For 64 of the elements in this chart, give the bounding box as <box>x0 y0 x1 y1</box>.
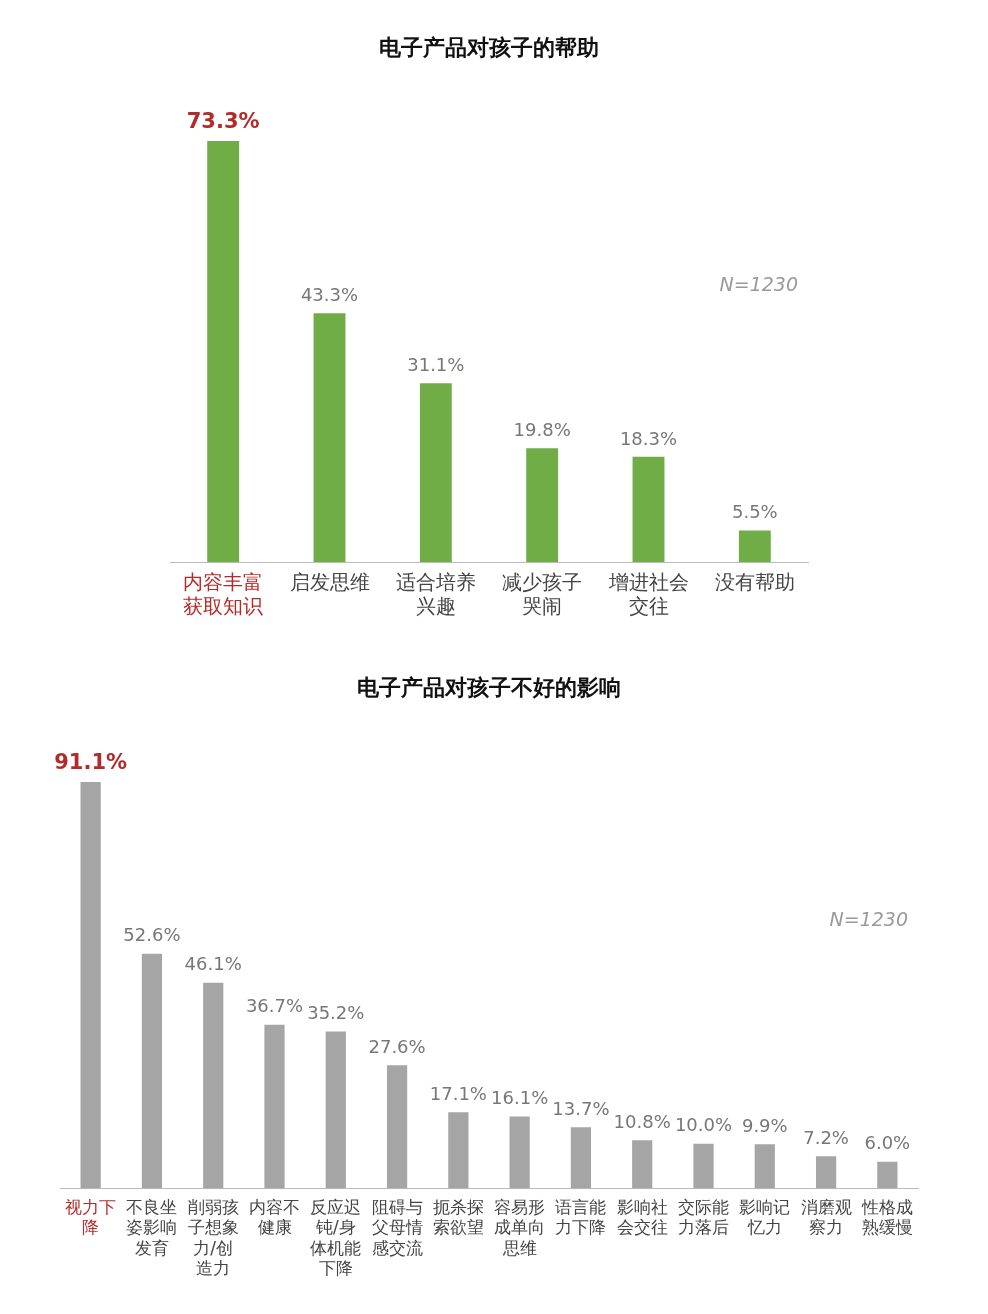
x-tick-label: 适合培养兴趣 <box>395 570 476 619</box>
bar <box>313 313 346 562</box>
bar <box>526 448 559 562</box>
x-tick-label: 扼杀探索欲望 <box>432 1197 484 1238</box>
data-label: 31.1% <box>407 354 465 375</box>
x-tick-label: 影响社会交往 <box>616 1197 668 1238</box>
annotation: N=1230 <box>719 273 798 296</box>
data-label: 6.0% <box>864 1132 911 1154</box>
annotation: N=1230 <box>829 907 908 930</box>
bar <box>448 1112 469 1189</box>
bar <box>141 953 163 1189</box>
bar <box>264 1024 285 1189</box>
bar <box>80 782 101 1189</box>
data-label: 91.1% <box>54 750 128 775</box>
x-tick-label: 交际能力落后 <box>678 1197 729 1238</box>
data-label: 10.8% <box>613 1110 671 1132</box>
x-tick-label: 性格成熟缓慢 <box>860 1197 913 1238</box>
data-label: 10.0% <box>674 1114 733 1136</box>
data-label: 46.1% <box>184 953 242 975</box>
x-tick-label: 消磨观察力 <box>800 1197 852 1238</box>
x-tick-label: 启发思维 <box>289 570 370 595</box>
bar <box>738 530 771 562</box>
data-label: 13.7% <box>552 1097 610 1119</box>
data-label: 36.7% <box>245 995 304 1017</box>
bar <box>203 982 224 1189</box>
x-tick-label: 语言能力下降 <box>555 1197 607 1238</box>
data-label: 17.1% <box>429 1082 487 1104</box>
bar <box>419 383 452 562</box>
data-label: 52.6% <box>123 924 181 946</box>
x-tick-label: 增进社会交往 <box>607 570 689 619</box>
bar <box>754 1144 775 1189</box>
data-label: 35.2% <box>307 1002 365 1024</box>
x-tick-label: 内容不健康 <box>249 1197 300 1238</box>
bar <box>570 1127 592 1189</box>
chart-title: 电子产品对孩子不好的影响 <box>357 674 621 700</box>
x-tick-label: 没有帮助 <box>714 570 795 595</box>
x-tick-label: 阻碍与父母情感交流 <box>371 1197 423 1258</box>
bar <box>632 456 665 562</box>
x-tick-label: 影响记忆力 <box>739 1197 791 1238</box>
data-label: 5.5% <box>731 501 778 523</box>
bar <box>632 1140 653 1189</box>
x-tick-label: 削弱孩子想象力/创造力 <box>187 1197 239 1279</box>
data-label: 43.3% <box>300 283 359 305</box>
bar <box>877 1161 898 1189</box>
chart-title: 电子产品对孩子的帮助 <box>379 34 599 60</box>
x-tick-label: 不良坐姿影响发育 <box>126 1197 178 1258</box>
data-label: 27.6% <box>368 1035 426 1057</box>
bar <box>207 140 240 562</box>
x-tick-label: 减少孩子哭闹 <box>502 570 583 619</box>
bar <box>815 1156 837 1189</box>
x-tick-label: 视力下降 <box>65 1197 117 1238</box>
bar <box>325 1031 346 1189</box>
x-tick-label: 反应迟钝/身体机能下降 <box>310 1197 362 1279</box>
data-label: 16.1% <box>491 1087 549 1109</box>
data-label: 9.9% <box>741 1114 788 1136</box>
data-label: 7.2% <box>803 1126 849 1148</box>
bar <box>386 1065 408 1189</box>
data-label: 19.8% <box>513 418 571 440</box>
data-label: 73.3% <box>186 108 260 133</box>
x-tick-label: 内容丰富获取知识 <box>183 570 264 619</box>
x-tick-label: 容易形成单向思维 <box>494 1197 546 1258</box>
bar <box>693 1143 714 1189</box>
data-label: 18.3% <box>619 427 678 449</box>
bar <box>509 1116 530 1189</box>
